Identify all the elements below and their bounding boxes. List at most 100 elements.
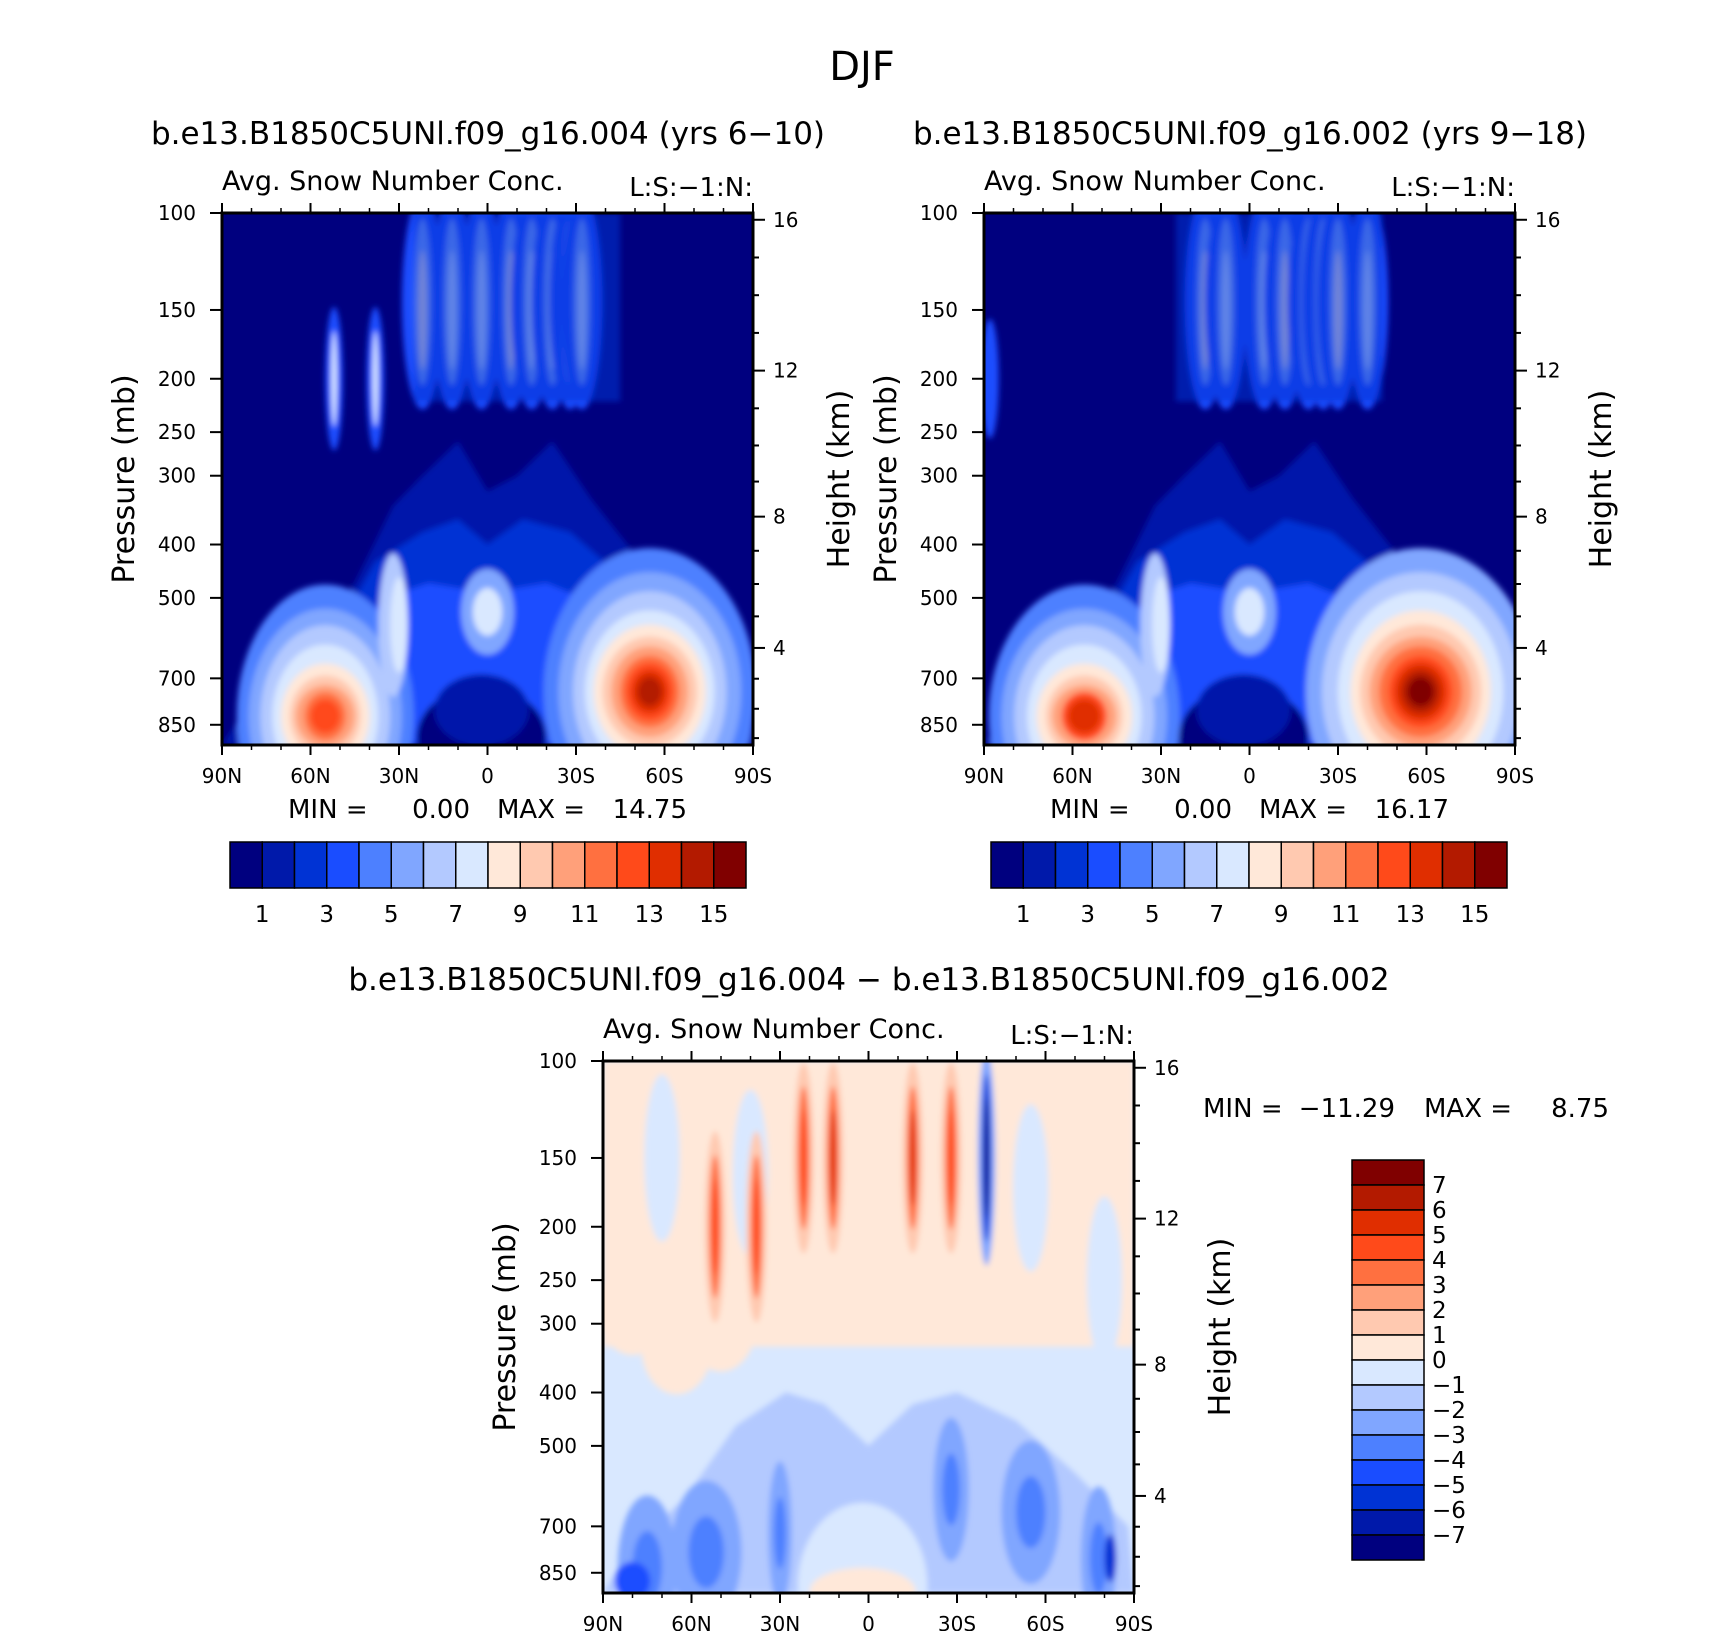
negative-region-core bbox=[1016, 1476, 1046, 1549]
colorbar-swatch bbox=[487, 841, 521, 889]
negative-lobe bbox=[1013, 1104, 1049, 1272]
colorbar-swatch bbox=[1441, 841, 1476, 889]
positive-streak-core bbox=[948, 1110, 955, 1206]
colorbar-label: 9 bbox=[1274, 902, 1289, 928]
colorbar-label: −3 bbox=[1432, 1423, 1466, 1449]
x-tick-label: 90S bbox=[734, 764, 772, 788]
negative-region-core bbox=[688, 1516, 724, 1589]
colorbar-swatch bbox=[713, 841, 747, 889]
max-label: MAX = bbox=[1259, 795, 1347, 825]
colorbar-swatch bbox=[261, 841, 296, 889]
colorbar-swatch bbox=[1351, 1334, 1425, 1361]
height-tick-label: 12 bbox=[1154, 1207, 1179, 1231]
x-tick-label: 90N bbox=[964, 764, 1004, 788]
y-tick-label: 200 bbox=[539, 1215, 577, 1239]
colorbar-swatch bbox=[1351, 1534, 1425, 1561]
colorbar-label: 3 bbox=[319, 902, 334, 928]
height-tick-label: 8 bbox=[1535, 505, 1548, 529]
x-tick-label: 90N bbox=[583, 1612, 623, 1631]
colorbar-swatch bbox=[1351, 1309, 1425, 1336]
x-tick-label: 60S bbox=[1026, 1612, 1064, 1631]
colorbar-label: 7 bbox=[448, 902, 463, 928]
y-tick-label: 250 bbox=[920, 420, 958, 444]
colorbar-swatch bbox=[1377, 841, 1411, 889]
colorbar-label: 1 bbox=[1016, 902, 1031, 928]
colorbar-swatch bbox=[1409, 841, 1444, 889]
negative-streak-core bbox=[984, 1098, 989, 1218]
x-tick-label: 30N bbox=[379, 764, 419, 788]
y-tick-label: 500 bbox=[158, 586, 196, 610]
colorbar-label: −7 bbox=[1432, 1523, 1466, 1549]
colorbar-swatch bbox=[519, 841, 554, 889]
panel-subtitle-right: L:S:−1:N: bbox=[1010, 1021, 1134, 1051]
min-label: MIN = bbox=[288, 795, 368, 825]
min-value: −11.29 bbox=[1299, 1094, 1395, 1124]
y-tick-label: 100 bbox=[920, 201, 958, 225]
height-tick-label: 4 bbox=[1535, 636, 1548, 660]
nh-band-12 bbox=[1068, 699, 1101, 733]
y-tick-label: 300 bbox=[920, 464, 958, 488]
x-tick-label: 30S bbox=[557, 764, 595, 788]
colorbar-label: 5 bbox=[1145, 902, 1160, 928]
colorbar-swatch bbox=[1351, 1409, 1425, 1436]
positive-lobe bbox=[803, 1241, 875, 1338]
y-tick-label: 850 bbox=[158, 713, 196, 737]
colorbar-label: −6 bbox=[1432, 1498, 1466, 1524]
colorbar-swatch bbox=[1312, 841, 1347, 889]
positive-lobe bbox=[921, 1232, 993, 1328]
colorbar-swatch bbox=[455, 841, 489, 889]
colorbar-swatch bbox=[1216, 841, 1250, 889]
positive-streak-core bbox=[800, 1110, 807, 1206]
max-value: 8.75 bbox=[1551, 1094, 1609, 1124]
contour-field bbox=[984, 213, 1515, 745]
nh-upper-streak bbox=[984, 318, 999, 439]
tropical-minimum-edge bbox=[1196, 674, 1291, 745]
colorbar-label: 11 bbox=[570, 902, 599, 928]
y-tick-label: 150 bbox=[158, 298, 196, 322]
max-label: MAX = bbox=[1424, 1094, 1512, 1124]
colorbar-label: −1 bbox=[1432, 1373, 1466, 1399]
upper-tropical-band bbox=[1175, 213, 1383, 402]
y-tick-label: 300 bbox=[539, 1312, 577, 1336]
colorbar-label: 15 bbox=[1460, 902, 1489, 928]
panel-title: b.e13.B1850C5UNl.f09_g16.004 − b.e13.B18… bbox=[348, 962, 1389, 998]
nh-arm-lightest bbox=[1152, 577, 1170, 673]
y-tick-label: 850 bbox=[539, 1561, 577, 1585]
nh-upper-streak-core bbox=[331, 330, 338, 427]
colorbar-label: −4 bbox=[1432, 1448, 1466, 1474]
tropical-minimum-edge bbox=[434, 674, 529, 745]
x-tick-label: 60N bbox=[1052, 764, 1092, 788]
panel-title: b.e13.B1850C5UNl.f09_g16.002 (yrs 9−18) bbox=[913, 116, 1587, 152]
colorbar-swatch bbox=[326, 841, 360, 889]
y-tick-label: 400 bbox=[539, 1381, 577, 1405]
contour-field bbox=[222, 213, 753, 745]
height-tick-label: 12 bbox=[773, 359, 798, 383]
colorbar-swatch bbox=[680, 841, 715, 889]
colorbar-label: 11 bbox=[1331, 902, 1360, 928]
negative-lobe bbox=[644, 1074, 680, 1242]
sh-band-14 bbox=[637, 677, 662, 706]
y-axis-right-label: Height (km) bbox=[1203, 1238, 1238, 1417]
panel-bottom-difference: b.e13.B1850C5UNl.f09_g16.004 − b.e13.B18… bbox=[348, 962, 1609, 1631]
colorbar-swatch bbox=[1351, 1159, 1425, 1186]
y-axis-right-label: Height (km) bbox=[822, 390, 857, 569]
colorbar-swatch bbox=[1183, 841, 1218, 889]
colorbar-swatch bbox=[551, 841, 586, 889]
colorbar-swatch bbox=[1248, 841, 1282, 889]
y-tick-label: 400 bbox=[920, 533, 958, 557]
y-tick-label: 500 bbox=[920, 586, 958, 610]
panel-subtitle-right: L:S:−1:N: bbox=[629, 173, 753, 203]
colorbar-swatch bbox=[1345, 841, 1379, 889]
colorbar-swatch bbox=[1087, 841, 1121, 889]
x-tick-label: 30N bbox=[760, 1612, 800, 1631]
upper-tropical-band bbox=[413, 213, 621, 402]
y-axis-label: Pressure (mb) bbox=[869, 374, 904, 583]
colorbar-label: 5 bbox=[1432, 1223, 1447, 1249]
colorbar-swatch bbox=[358, 841, 392, 889]
y-axis-right-label: Height (km) bbox=[1584, 390, 1619, 569]
height-tick-label: 12 bbox=[1535, 359, 1560, 383]
colorbar-label: 13 bbox=[635, 902, 664, 928]
colorbar: 1 3 5 7 9 11 13 15 bbox=[229, 841, 747, 928]
colorbar-swatch bbox=[1351, 1184, 1425, 1211]
colorbar-label: 3 bbox=[1080, 902, 1095, 928]
